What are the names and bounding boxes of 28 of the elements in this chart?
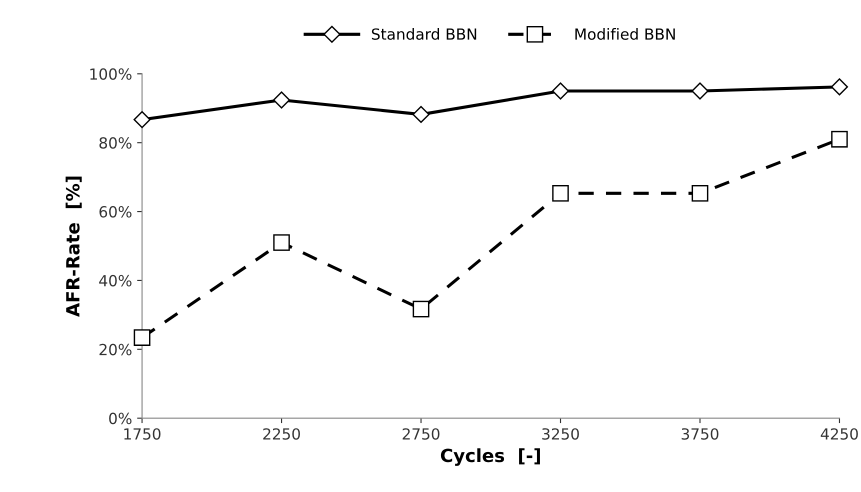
y-tick-label: 100% xyxy=(90,68,132,80)
y-tick-label: 40% xyxy=(99,274,132,286)
y-tick-label: 60% xyxy=(99,206,132,218)
x-tick-label: 3250 xyxy=(542,428,579,440)
point xyxy=(412,300,430,318)
x-tick-label: 3750 xyxy=(682,428,718,440)
point xyxy=(691,82,709,100)
legend-label: Standard BBN xyxy=(372,28,476,40)
point xyxy=(552,82,570,100)
point xyxy=(273,234,290,251)
point xyxy=(552,184,569,202)
point xyxy=(692,184,708,202)
x-tick-label: 2750 xyxy=(402,428,440,440)
point xyxy=(831,130,848,148)
x-tick-label: 4250 xyxy=(820,428,858,440)
point xyxy=(134,111,151,128)
y-tick-label: 80% xyxy=(99,137,132,149)
y-tick-label: 0% xyxy=(109,412,132,424)
y-tick-label: 20% xyxy=(100,344,132,356)
point xyxy=(134,329,150,346)
x-tick-label: 2250 xyxy=(263,428,300,440)
y-axis-title: AFR-Rate [%] xyxy=(66,176,82,317)
x-tick-label: 1750 xyxy=(124,428,160,440)
x-axis-title: Cycles [-] xyxy=(440,448,540,466)
legend-label: Modified BBN xyxy=(575,28,675,40)
point xyxy=(830,78,848,96)
point xyxy=(272,91,290,109)
point xyxy=(412,106,430,123)
